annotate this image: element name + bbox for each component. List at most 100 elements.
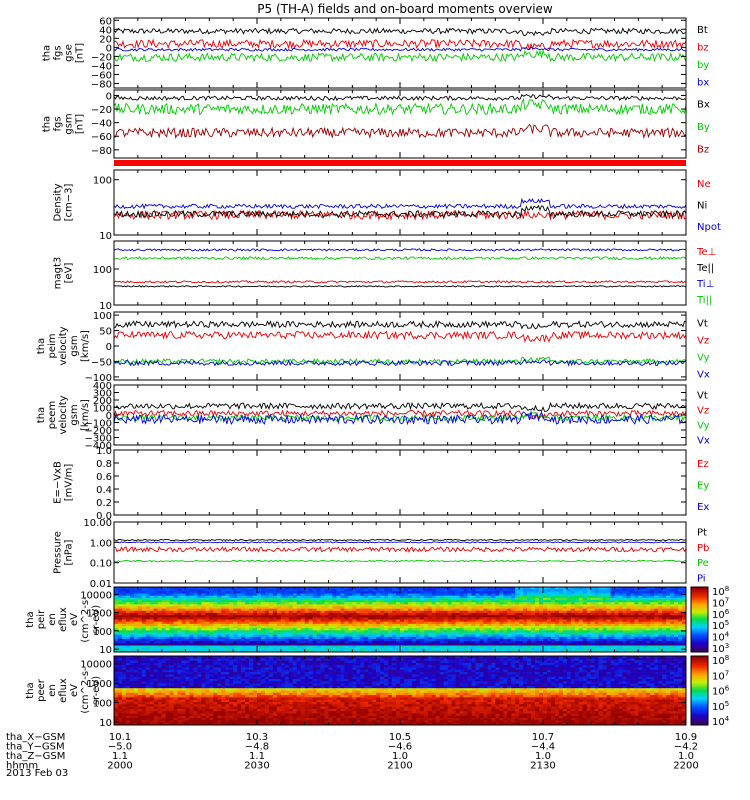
spectrogram-cell — [249, 619, 254, 622]
spectrogram-cell — [205, 647, 210, 651]
spectrogram-cell — [209, 597, 214, 601]
spectrogram-cell — [125, 615, 131, 618]
spectrogram-cell — [455, 641, 460, 644]
spectrogram-cell — [312, 613, 317, 616]
spectrogram-cell — [443, 643, 448, 646]
spectrogram-cell — [141, 593, 147, 596]
spectrogram-cell — [161, 602, 166, 605]
spectrogram-cell — [411, 602, 417, 605]
spectrogram-cell — [535, 641, 540, 644]
spectrogram-cell — [423, 634, 429, 638]
spectrogram-cell — [237, 636, 242, 640]
spectrogram-cell — [598, 600, 603, 603]
spectrogram-cell — [328, 597, 333, 601]
spectrogram-cell — [459, 595, 464, 599]
spectrogram-cell — [586, 628, 591, 631]
spectrogram-cell — [503, 604, 508, 607]
spectrogram-cell — [654, 647, 659, 651]
spectrogram-cell — [205, 621, 210, 625]
spectrogram-cell — [511, 619, 516, 622]
spectrogram-cell — [221, 591, 226, 594]
spectrogram-cell — [634, 593, 639, 596]
spectrogram-cell — [634, 615, 639, 618]
spectrogram-cell — [511, 632, 516, 635]
spectrogram-cell — [427, 647, 433, 651]
spectrogram-cell — [463, 628, 468, 631]
spectrogram-cell — [566, 643, 572, 646]
spectrogram-cell — [419, 643, 425, 646]
spectrogram-cell — [360, 626, 365, 629]
spectrogram-cell — [209, 645, 214, 648]
spectrogram-cell — [249, 643, 254, 646]
spectrogram-cell — [503, 587, 508, 590]
spectrogram-cell — [479, 619, 484, 622]
spectrogram-cell — [499, 597, 504, 601]
spectrogram-cell — [678, 615, 683, 618]
spectrogram-cell — [292, 645, 298, 648]
spectrogram-cell — [125, 634, 131, 638]
spectrogram-cell — [543, 649, 548, 653]
spectrogram-cell — [165, 641, 170, 644]
spectrogram-cell — [157, 617, 162, 620]
spectrogram-cell — [344, 621, 349, 625]
spectrogram-cell — [570, 606, 576, 609]
spectrogram-cell — [153, 600, 158, 603]
spectrogram-cell — [431, 587, 437, 590]
spectrogram-cell — [650, 630, 655, 633]
spectrogram-cell — [411, 587, 417, 590]
spectrogram-cell — [117, 608, 123, 612]
spectrogram-cell — [646, 643, 651, 646]
spectrogram-cell — [602, 619, 607, 622]
spectrogram-cell — [570, 626, 576, 629]
spectrogram-cell — [364, 610, 369, 614]
series-line-vz — [113, 329, 687, 343]
spectrogram-cell — [507, 621, 512, 625]
spectrogram-cell — [356, 604, 361, 607]
spectrogram-cell — [189, 649, 194, 653]
spectrogram-cell — [614, 641, 619, 644]
spectrogram-cell — [308, 641, 313, 644]
spectrogram-cell — [423, 643, 429, 646]
spectrogram-cell — [546, 597, 552, 601]
spectrogram-cell — [546, 587, 552, 590]
spectrogram-cell — [427, 615, 433, 618]
spectrogram-cell — [149, 613, 155, 616]
spectrogram-cell — [403, 643, 409, 646]
spectrogram-cell — [177, 595, 182, 599]
spectrogram-cell — [308, 591, 313, 594]
spectrogram-cell — [638, 626, 643, 629]
spectrogram-cell — [491, 647, 496, 651]
spectrogram-cell — [300, 591, 305, 594]
spectrogram-cell — [292, 608, 298, 612]
y-axis-label: tha — [36, 338, 47, 354]
spectrogram-cell — [352, 649, 357, 653]
spectrogram-cell — [586, 619, 591, 622]
spectrogram-cell — [499, 632, 504, 635]
spectrogram-cell — [312, 602, 317, 605]
spectrogram-cell — [165, 639, 170, 642]
spectrogram-cell — [376, 597, 381, 601]
spectrogram-cell — [471, 647, 476, 651]
spectrogram-cell — [531, 587, 536, 590]
spectrogram-cell — [288, 645, 294, 648]
spectrogram-cell — [308, 597, 313, 601]
spectrogram-cell — [368, 613, 373, 616]
spectrogram-cell — [376, 632, 381, 635]
spectrogram-cell — [356, 587, 361, 590]
spectrogram-cell — [149, 628, 155, 631]
legend-label: Vz — [697, 406, 709, 417]
spectrogram-cell — [205, 610, 210, 614]
spectrogram-cell — [304, 617, 309, 620]
spectrogram-cell — [344, 615, 349, 618]
spectrogram-cell — [467, 587, 472, 590]
spectrogram-cell — [642, 617, 647, 620]
spectrogram-cell — [253, 649, 258, 653]
spectrogram-cell — [614, 608, 619, 612]
spectrogram-cell — [165, 636, 170, 640]
spectrogram-cell — [384, 597, 389, 601]
spectrogram-cell — [606, 591, 611, 594]
spectrogram-cell — [253, 591, 258, 594]
spectrogram-cell — [141, 597, 147, 601]
spectrogram-cell — [229, 608, 234, 612]
spectrogram-cell — [427, 587, 433, 590]
